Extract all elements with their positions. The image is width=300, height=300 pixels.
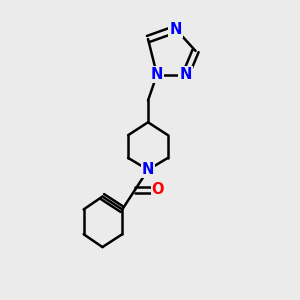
Text: N: N — [169, 22, 182, 37]
Text: N: N — [179, 67, 192, 82]
Text: O: O — [152, 182, 164, 197]
Text: N: N — [151, 67, 163, 82]
Text: N: N — [142, 162, 154, 177]
